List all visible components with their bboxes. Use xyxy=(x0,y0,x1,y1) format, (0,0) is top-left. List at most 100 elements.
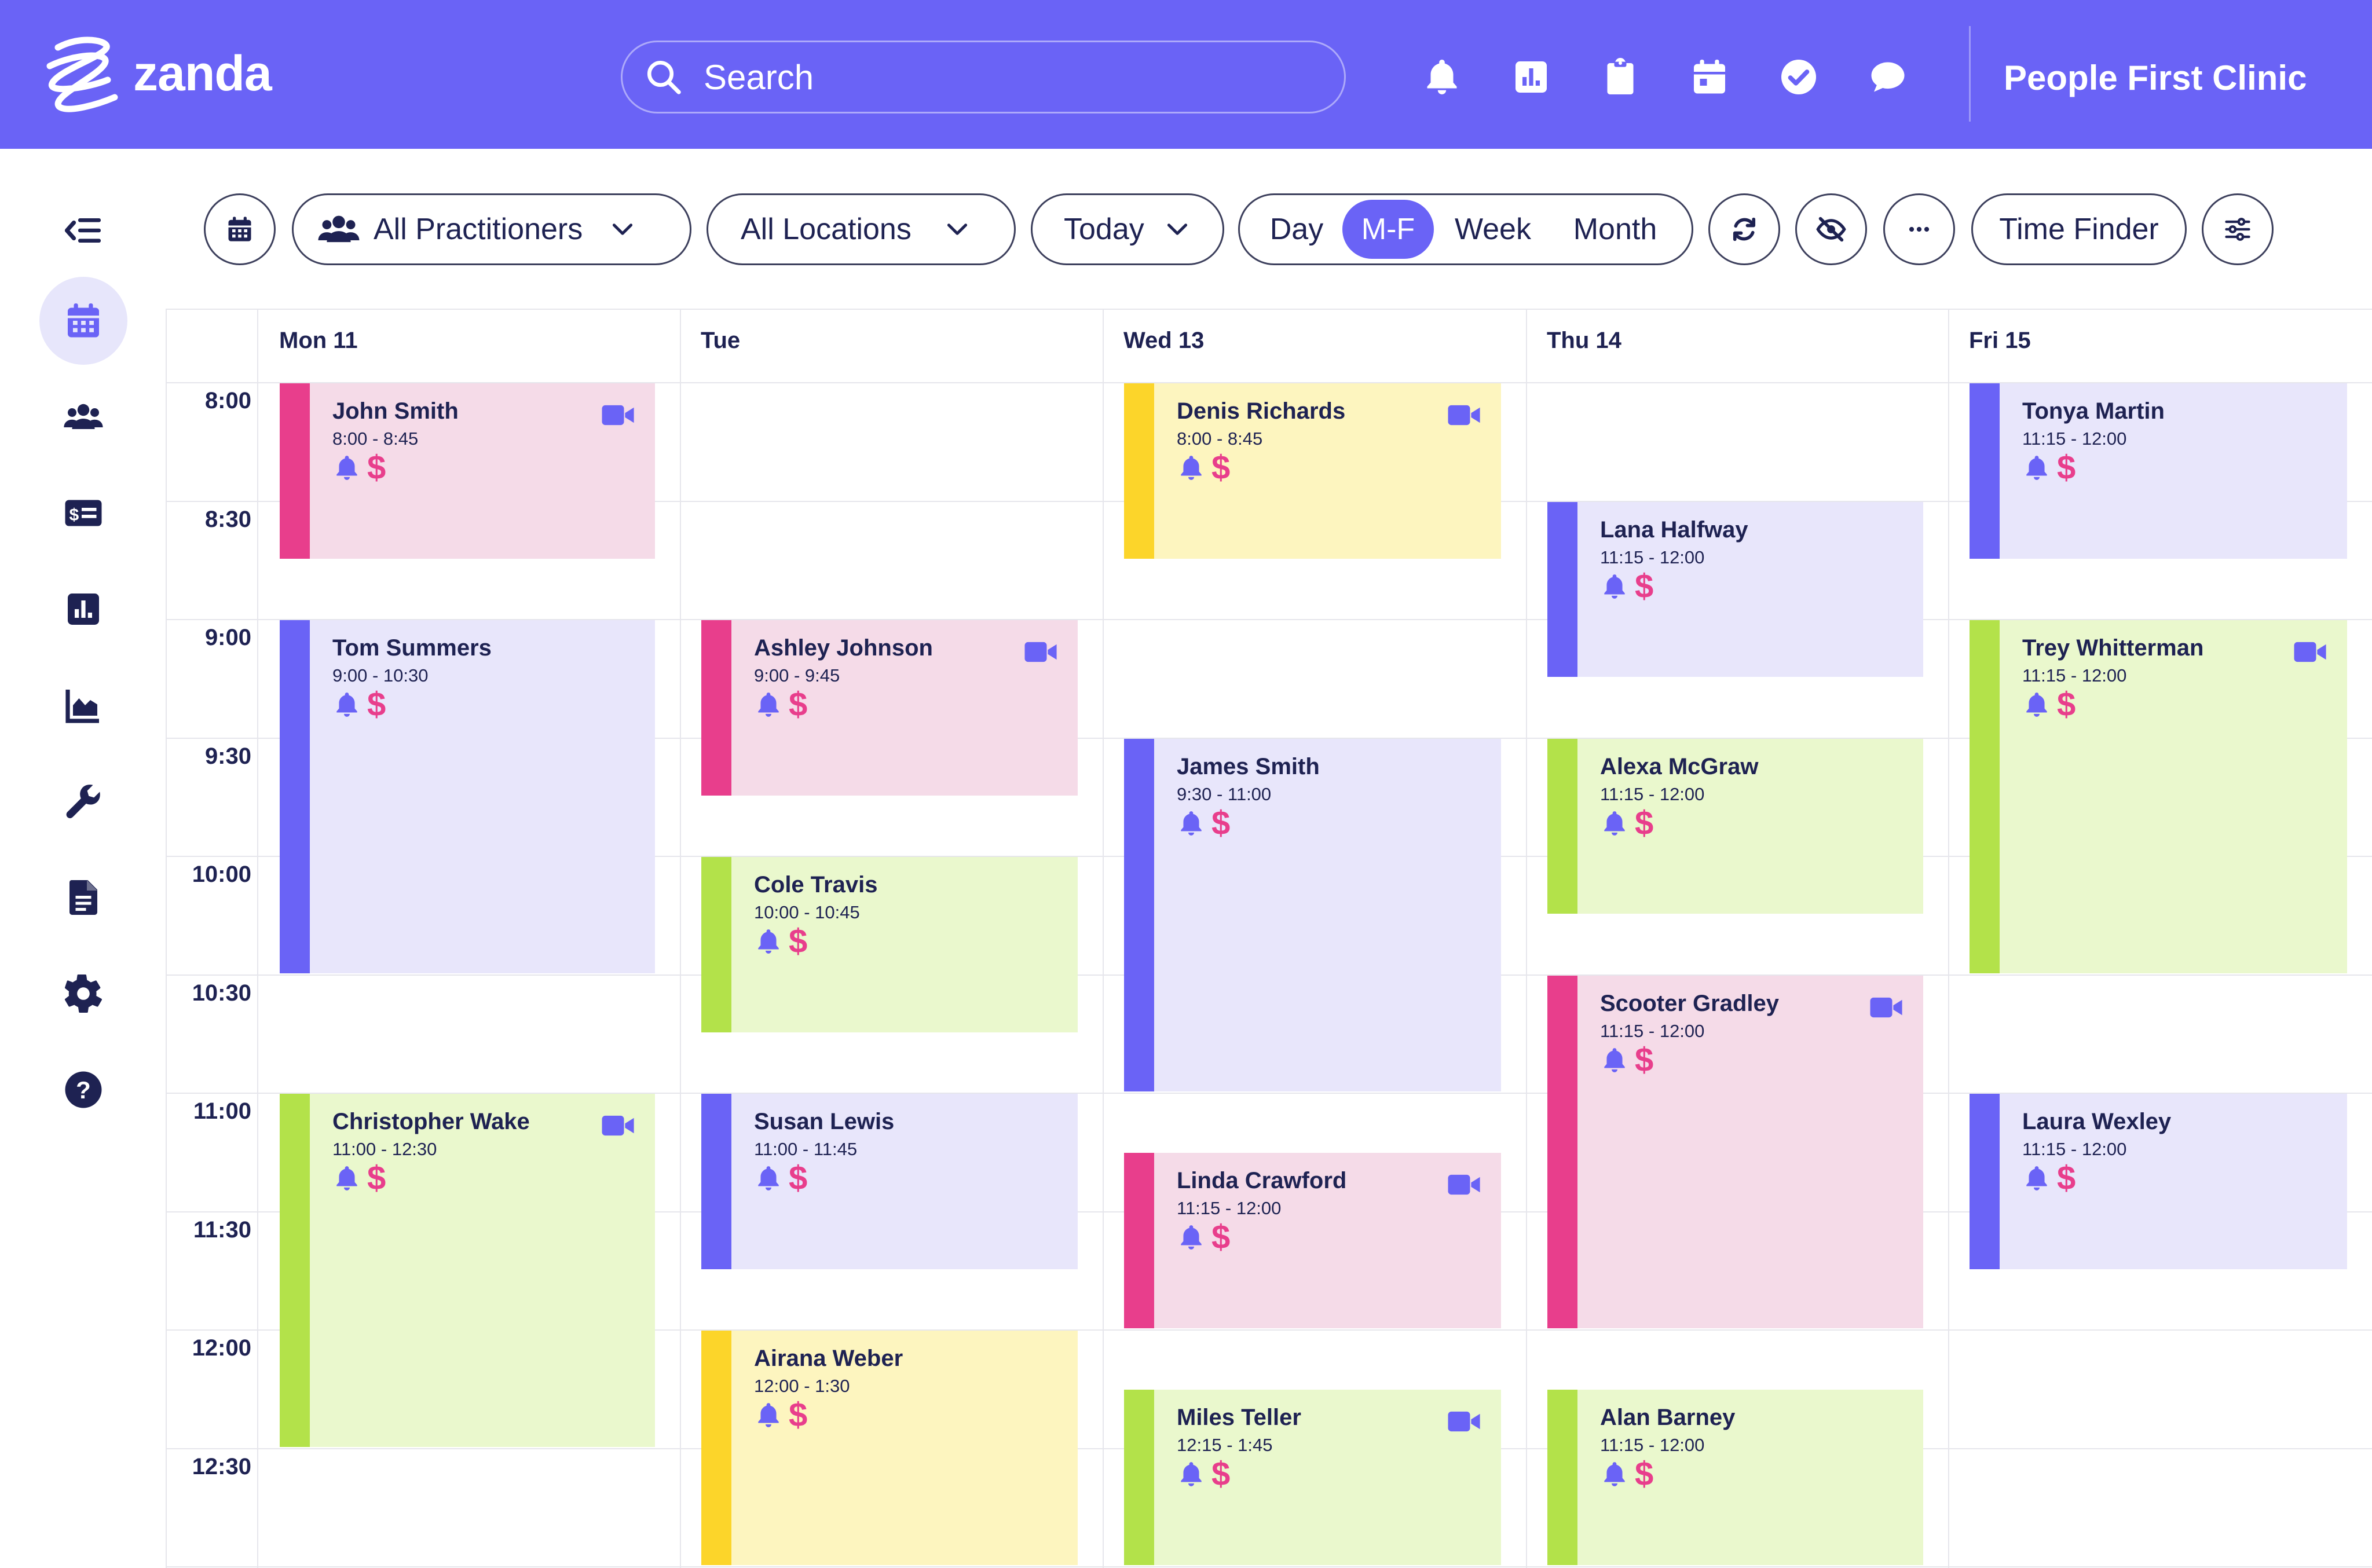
appointment-card[interactable]: Alexa McGraw 11:15 - 12:00 $ xyxy=(1547,738,1923,914)
day-header[interactable]: Tue xyxy=(701,328,741,353)
appointment-card[interactable]: Cole Travis 10:00 - 10:45 $ xyxy=(701,857,1078,1032)
view-mf-button[interactable]: M-F xyxy=(1342,200,1434,259)
reminder-bell-icon xyxy=(2026,456,2047,480)
appointment-status-icons: $ xyxy=(1177,1221,1230,1254)
sidebar-item-reports[interactable] xyxy=(39,565,127,653)
practitioners-label: All Practitioners xyxy=(374,213,583,246)
day-header[interactable]: Thu 14 xyxy=(1547,328,1621,353)
appointment-client-name: Tom Summers xyxy=(332,635,492,661)
grid-line xyxy=(166,737,2372,739)
completed-button[interactable] xyxy=(1774,53,1823,101)
grid-line xyxy=(1948,309,1949,1568)
date-picker-button[interactable] xyxy=(204,193,276,265)
collapse-sidebar-button[interactable] xyxy=(39,186,127,274)
grid-line xyxy=(166,309,2372,310)
day-header[interactable]: Wed 13 xyxy=(1123,328,1205,353)
sidebar-item-help[interactable]: ? xyxy=(39,1046,127,1134)
appointment-card[interactable]: Scooter Gradley 11:15 - 12:00 $ xyxy=(1547,975,1923,1328)
filters-button[interactable] xyxy=(2202,193,2274,265)
appointment-status-icons: $ xyxy=(332,688,386,721)
appointment-time: 11:15 - 12:00 xyxy=(2022,1139,2127,1159)
appointment-card[interactable]: Susan Lewis 11:00 - 11:45 $ xyxy=(701,1094,1078,1269)
notifications-button[interactable] xyxy=(1418,53,1466,101)
sidebar-item-calendar[interactable] xyxy=(39,277,127,365)
video-call-icon[interactable] xyxy=(1448,1411,1481,1433)
appointment-time: 12:00 - 1:30 xyxy=(754,1376,850,1396)
today-dropdown[interactable]: Today xyxy=(1031,193,1224,265)
messages-button[interactable] xyxy=(1864,53,1912,101)
video-call-icon[interactable] xyxy=(1870,997,1904,1019)
zanda-logo-icon xyxy=(46,36,118,112)
reports-button[interactable] xyxy=(1507,53,1555,101)
refresh-button[interactable] xyxy=(1708,193,1780,265)
appointment-card[interactable]: John Smith 8:00 - 8:45 $ xyxy=(280,383,655,559)
bell-icon xyxy=(1427,60,1457,94)
search-input[interactable] xyxy=(702,56,1284,98)
search-icon xyxy=(647,60,681,94)
sidebar-item-settings[interactable] xyxy=(39,950,127,1038)
appointment-card[interactable]: Alan Barney 11:15 - 12:00 $ xyxy=(1547,1390,1923,1565)
appointment-card[interactable]: Linda Crawford 11:15 - 12:00 $ xyxy=(1124,1153,1501,1328)
reminder-bell-icon xyxy=(758,929,779,954)
video-call-icon[interactable] xyxy=(1448,1174,1481,1196)
locations-dropdown[interactable]: All Locations xyxy=(707,193,1016,265)
appointment-card[interactable]: Ashley Johnson 9:00 - 9:45 $ xyxy=(701,620,1078,796)
appointment-client-name: Cole Travis xyxy=(754,872,878,897)
appointment-card[interactable]: Tonya Martin 11:15 - 12:00 $ xyxy=(1970,383,2347,559)
sidebar-item-documents[interactable] xyxy=(39,853,127,941)
view-month-button[interactable]: Month xyxy=(1573,213,1657,246)
day-header[interactable]: Mon 11 xyxy=(279,328,358,353)
video-call-icon[interactable] xyxy=(1024,641,1058,663)
appointment-card[interactable]: Laura Wexley 11:15 - 12:00 $ xyxy=(1970,1094,2347,1269)
payment-dollar-icon: $ xyxy=(789,922,808,960)
tasks-button[interactable] xyxy=(1596,53,1645,101)
reminder-bell-icon xyxy=(2026,1166,2047,1190)
clinic-name[interactable]: People First Clinic xyxy=(2004,58,2307,97)
appointment-status-icons: $ xyxy=(754,688,807,721)
appointment-card[interactable]: James Smith 9:30 - 11:00 $ xyxy=(1124,738,1501,1091)
help-icon: ? xyxy=(65,1071,102,1108)
appointment-color-bar xyxy=(280,620,310,973)
appointment-color-bar xyxy=(1547,1390,1577,1565)
grid-line xyxy=(166,309,167,1568)
payment-dollar-icon: $ xyxy=(2057,1159,2076,1197)
sidebar-item-analytics[interactable] xyxy=(39,661,127,749)
video-call-icon[interactable] xyxy=(2294,641,2327,663)
day-header[interactable]: Fri 15 xyxy=(1969,328,2031,353)
appointment-time: 11:15 - 12:00 xyxy=(1600,1020,1705,1041)
sidebar-item-tools[interactable] xyxy=(39,757,127,845)
reminder-bell-icon xyxy=(2026,693,2047,717)
appointment-color-bar xyxy=(1970,1094,2000,1269)
video-call-icon[interactable] xyxy=(1448,404,1481,426)
search-bar[interactable] xyxy=(621,41,1346,113)
practitioners-dropdown[interactable]: All Practitioners xyxy=(292,193,691,265)
chat-icon xyxy=(1871,62,1905,92)
appointment-card[interactable]: Trey Whitterman 11:15 - 12:00 $ xyxy=(1970,620,2347,973)
appointment-client-name: Airana Weber xyxy=(754,1346,903,1371)
report-icon xyxy=(1516,61,1547,93)
sidebar-item-billing[interactable]: $ xyxy=(39,469,127,557)
sidebar-item-clients[interactable] xyxy=(39,373,127,461)
calendar-button[interactable] xyxy=(1685,53,1734,101)
zanda-logo[interactable]: zanda xyxy=(35,30,272,117)
appointment-card[interactable]: Airana Weber 12:00 - 1:30 $ xyxy=(701,1331,1078,1565)
appointment-card[interactable]: Tom Summers 9:00 - 10:30 $ xyxy=(280,620,655,973)
appointment-card[interactable]: Denis Richards 8:00 - 8:45 $ xyxy=(1124,383,1501,559)
appointment-color-bar xyxy=(1970,383,2000,559)
appointment-client-name: Scooter Gradley xyxy=(1600,990,1780,1016)
calendar-icon xyxy=(68,303,99,338)
appointment-client-name: James Smith xyxy=(1177,753,1320,779)
video-call-icon[interactable] xyxy=(602,1115,635,1137)
video-call-icon[interactable] xyxy=(602,404,635,426)
hide-button[interactable] xyxy=(1795,193,1867,265)
view-week-button[interactable]: Week xyxy=(1455,213,1531,246)
appointment-card[interactable]: Christopher Wake 11:00 - 12:30 $ xyxy=(280,1094,655,1447)
more-options-button[interactable] xyxy=(1883,193,1955,265)
calendar-grid: Mon 11 Tue Wed 13 Thu 14 Fri 15 8:00 8:30 9:00 9… xyxy=(166,309,2372,1568)
group-icon xyxy=(318,215,360,243)
appointment-card[interactable]: Miles Teller 12:15 - 1:45 $ xyxy=(1124,1390,1501,1565)
appointment-color-bar xyxy=(1124,738,1154,1091)
time-finder-button[interactable]: Time Finder xyxy=(1971,193,2187,265)
appointment-card[interactable]: Lana Halfway 11:15 - 12:00 $ xyxy=(1547,501,1923,677)
view-day-button[interactable]: Day xyxy=(1269,213,1324,246)
